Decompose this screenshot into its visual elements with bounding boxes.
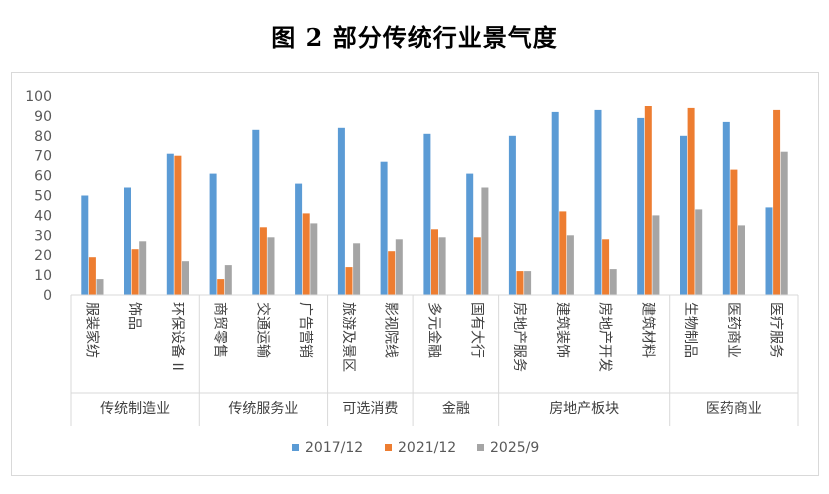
y-tick-label: 40: [34, 208, 52, 224]
y-tick-label: 30: [34, 228, 52, 244]
y-tick-label: 20: [34, 248, 52, 264]
legend-label: 2017/12: [305, 440, 363, 456]
bar-2017-12-10: [508, 135, 516, 295]
bar-2025-9-2: [182, 261, 189, 295]
category-label: 旅游及景区: [340, 302, 356, 372]
bar-2025-9-0: [96, 279, 104, 295]
category-label: 饰品: [126, 302, 142, 330]
y-tick-label: 0: [43, 288, 52, 304]
category-label: 影视院线: [383, 302, 399, 358]
bar-2021-12-15: [730, 169, 738, 295]
bar-2017-12-1: [124, 187, 131, 295]
y-tick-label: 60: [34, 169, 52, 185]
category-label: 国有大行: [468, 302, 484, 358]
bar-2025-9-8: [438, 237, 446, 295]
group-label: 传统服务业: [228, 401, 298, 417]
bar-2025-9-7: [395, 239, 403, 295]
bar-2025-9-1: [139, 241, 147, 295]
bar-2017-12-5: [295, 183, 303, 295]
bar-2017-12-11: [551, 111, 559, 296]
bar-2021-12-12: [602, 239, 610, 295]
group-label: 房地产板块: [549, 401, 619, 417]
category-label: 房地产开发: [597, 302, 613, 372]
bar-2021-12-8: [431, 229, 438, 295]
bar-2021-12-5: [302, 213, 310, 295]
bar-2017-12-0: [81, 195, 89, 295]
bar-2017-12-12: [594, 109, 602, 296]
bar-2017-12-8: [423, 133, 431, 295]
bar-2021-12-7: [388, 251, 396, 295]
category-label: 医疗服务: [768, 302, 784, 358]
y-tick-label: 90: [34, 109, 52, 125]
group-label: 金融: [442, 401, 470, 417]
bar-2021-12-4: [259, 227, 267, 295]
y-tick-label: 80: [34, 129, 52, 145]
bar-2025-9-5: [310, 223, 318, 295]
category-label: 生物制品: [682, 302, 698, 358]
category-label: 商贸零售: [212, 302, 228, 358]
bar-2025-9-12: [609, 269, 617, 295]
bar-2017-12-3: [209, 173, 217, 295]
bar-2021-12-2: [174, 155, 182, 295]
bar-2025-9-3: [224, 265, 232, 295]
bar-2021-12-0: [88, 257, 96, 295]
bar-2021-12-11: [559, 211, 567, 295]
category-label: 建筑材料: [639, 302, 655, 358]
bar-2021-12-16: [773, 109, 781, 296]
group-label: 可选消费: [342, 401, 398, 417]
group-label: 传统制造业: [100, 401, 170, 417]
bar-2025-9-15: [738, 225, 745, 295]
bar-2025-9-11: [566, 235, 574, 295]
bar-2017-12-14: [680, 135, 687, 295]
legend-swatch: [292, 444, 299, 451]
category-label: 交通运输: [254, 302, 271, 358]
bar-2021-12-14: [687, 107, 695, 296]
bar-2017-12-6: [337, 127, 345, 295]
category-label: 房地产服务: [511, 302, 527, 372]
legend-swatch: [385, 444, 392, 451]
bar-2021-12-1: [131, 249, 139, 295]
bar-2021-12-6: [345, 267, 353, 295]
bar-2017-12-9: [466, 173, 474, 295]
category-label: 医药商业: [725, 302, 741, 358]
bar-2025-9-9: [481, 187, 489, 295]
bar-2017-12-15: [722, 121, 730, 296]
legend-label: 2021/12: [398, 440, 456, 456]
bar-2025-9-6: [353, 243, 361, 295]
category-label: 广告营销: [297, 302, 313, 358]
y-tick-label: 70: [34, 149, 52, 165]
bar-2021-12-13: [644, 106, 652, 295]
category-label: 建筑装饰: [554, 302, 570, 358]
bar-2017-12-7: [380, 161, 388, 295]
bar-2025-9-16: [780, 151, 788, 295]
bar-2017-12-2: [166, 153, 174, 295]
category-label: 多元金融: [426, 302, 443, 358]
bar-2021-12-9: [473, 237, 481, 295]
y-tick-label: 50: [34, 189, 52, 205]
bar-2021-12-10: [516, 271, 524, 295]
bar-2017-12-16: [765, 207, 773, 295]
group-label: 医药商业: [706, 401, 762, 417]
bar-2017-12-4: [252, 129, 260, 295]
bar-2017-12-13: [637, 117, 645, 296]
category-label: 环保设备 II: [169, 302, 186, 371]
bar-2021-12-3: [217, 279, 225, 295]
legend-label: 2025/9: [490, 440, 539, 456]
bar-2025-9-13: [652, 215, 660, 295]
y-tick-label: 10: [34, 268, 52, 284]
bar-2025-9-4: [267, 237, 275, 295]
bar-2025-9-10: [524, 271, 532, 295]
chart-title: 图 2 部分传统行业景气度: [271, 23, 558, 52]
category-label: 服装家纺: [83, 302, 100, 358]
legend-swatch: [477, 444, 484, 451]
y-tick-label: 100: [25, 89, 52, 105]
bar-2025-9-14: [695, 209, 703, 295]
